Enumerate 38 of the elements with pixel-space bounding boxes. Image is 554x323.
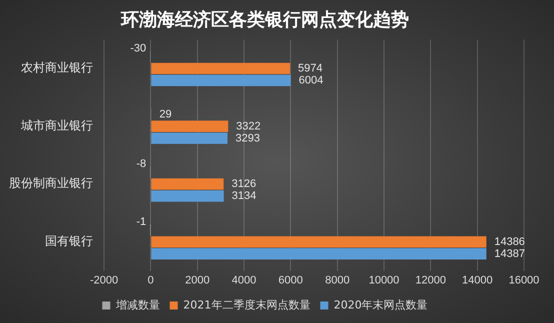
bar	[151, 120, 228, 132]
legend-label: 2021年二季度末网点数量	[183, 298, 310, 312]
data-label: 14386	[494, 236, 525, 248]
x-tick-label: 0	[148, 274, 154, 286]
data-label: 29	[159, 108, 172, 120]
chart-title: 环渤海经济区各类银行网点变化趋势	[120, 9, 409, 30]
x-tick-label: 10000	[368, 274, 400, 286]
bar	[151, 178, 224, 190]
x-tick-label: 12000	[415, 274, 446, 286]
data-label: 3134	[232, 190, 256, 202]
x-tick-label: 8000	[325, 274, 350, 286]
y-tick-label: 股份制商业银行	[9, 176, 93, 190]
data-label: 3322	[236, 120, 261, 132]
legend-label: 2020年末网点数量	[334, 298, 428, 312]
x-tick-label: 6000	[278, 274, 303, 286]
data-label: -1	[136, 216, 146, 228]
legend-label: 增减数量	[114, 298, 160, 312]
data-label: 3126	[232, 178, 256, 190]
data-label: -30	[130, 42, 146, 55]
data-label: -8	[136, 158, 146, 170]
bar	[151, 236, 486, 248]
x-tick-label: 4000	[232, 274, 256, 286]
data-label: 3293	[236, 132, 260, 144]
data-label: 5974	[298, 62, 323, 75]
data-label: 6004	[298, 74, 324, 86]
y-tick-label: 农村商业银行	[21, 60, 93, 75]
y-tick-label: 国有银行	[45, 234, 93, 248]
y-tick-label: 城市商业银行	[20, 118, 93, 132]
x-tick-label: 16000	[508, 274, 540, 286]
bar	[151, 132, 228, 144]
bar	[151, 74, 291, 86]
bar	[151, 248, 486, 260]
x-tick-label: 14000	[462, 274, 493, 286]
x-tick-label: -2000	[90, 274, 118, 286]
data-label: 14387	[494, 248, 525, 260]
x-tick-label: 2000	[185, 274, 210, 286]
bar	[151, 62, 290, 74]
bar	[151, 190, 224, 202]
